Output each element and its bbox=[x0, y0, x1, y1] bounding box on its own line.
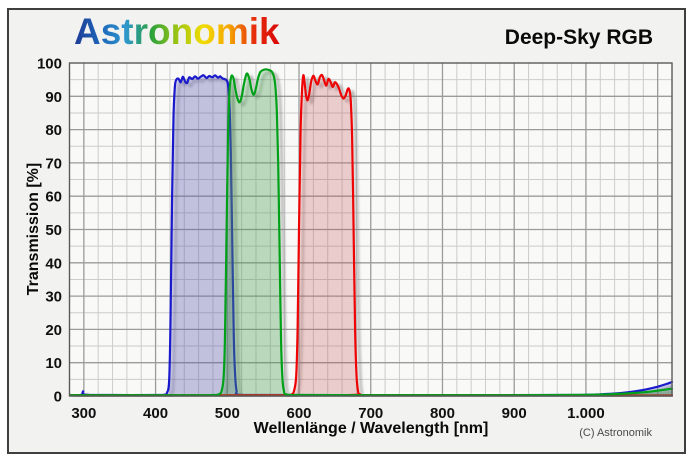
y-tick-label: 0 bbox=[54, 389, 62, 406]
x-tick-label: 800 bbox=[430, 405, 455, 422]
y-tick-label: 70 bbox=[45, 155, 62, 172]
x-tick-label: 500 bbox=[215, 405, 240, 422]
plot-frame bbox=[68, 62, 673, 397]
astronomik-logo: Astronomik bbox=[74, 11, 280, 52]
x-tick-label: 300 bbox=[71, 405, 96, 422]
y-tick-label: 10 bbox=[45, 355, 62, 372]
y-tick-label: 90 bbox=[45, 89, 62, 106]
y-tick-label: 60 bbox=[45, 189, 62, 206]
series-line bbox=[69, 68, 673, 397]
series-red bbox=[69, 73, 673, 397]
y-tick-label: 80 bbox=[45, 122, 62, 139]
y-tick-label: 50 bbox=[45, 222, 62, 239]
x-tick-label: 600 bbox=[287, 405, 312, 422]
y-tick-label: 20 bbox=[45, 322, 62, 339]
y-tick-label: 100 bbox=[37, 56, 62, 73]
y-tick-label: 40 bbox=[45, 255, 62, 272]
x-tick-label: 900 bbox=[502, 405, 527, 422]
y-axis-title: Transmission [%] bbox=[25, 162, 42, 296]
series-fill bbox=[69, 75, 672, 396]
curves-group bbox=[69, 68, 673, 397]
y-tick-label: 30 bbox=[45, 289, 62, 306]
series-line bbox=[69, 73, 673, 397]
product-title: Deep-Sky RGB bbox=[504, 26, 653, 49]
x-tick-label: 400 bbox=[143, 405, 168, 422]
series-green bbox=[69, 68, 673, 397]
copyright-text: (C) Astronomik bbox=[579, 427, 652, 439]
x-tick-label: 700 bbox=[358, 405, 383, 422]
x-axis-title: Wellenlänge / Wavelength [nm] bbox=[253, 420, 489, 437]
x-tick-label: 1.000 bbox=[567, 405, 605, 422]
